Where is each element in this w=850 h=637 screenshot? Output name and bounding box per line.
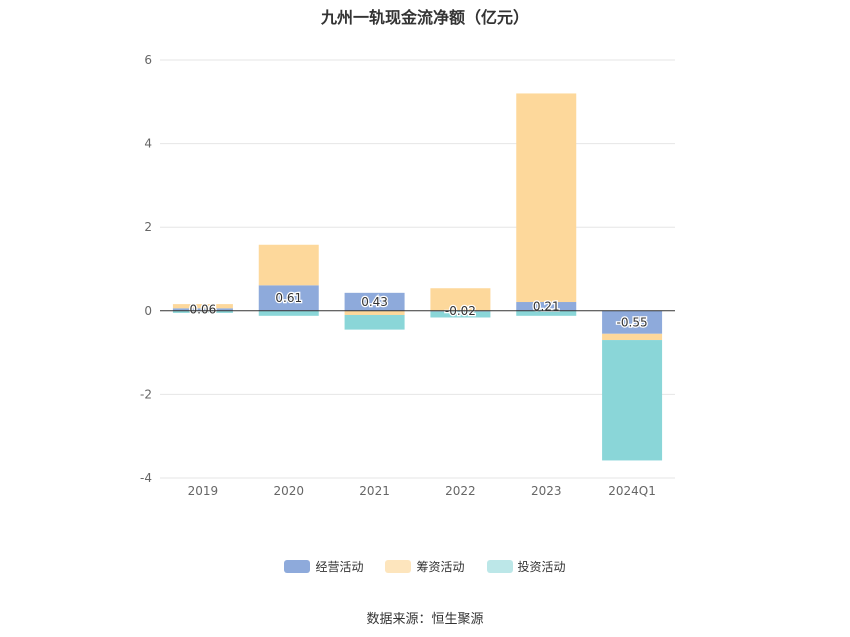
bar-2020-series-1[interactable] <box>258 244 319 286</box>
bar-2022-series-2[interactable] <box>430 311 491 318</box>
data-label-2021: 0.43 <box>361 295 388 309</box>
data-label-2024Q1: -0.55 <box>617 315 648 329</box>
bar-2021-series-0[interactable] <box>344 292 405 311</box>
bar-2019-series-2[interactable] <box>172 310 233 313</box>
bar-2024Q1-series-0[interactable] <box>602 310 663 334</box>
bar-2023-series-2[interactable] <box>516 310 577 316</box>
bar-2020-series-0[interactable] <box>258 285 319 311</box>
bar-2019-series-1[interactable] <box>172 304 233 309</box>
legend-label-operating: 经营活动 <box>315 560 364 574</box>
bar-2022-series-1[interactable] <box>430 288 491 311</box>
bar-2019-series-0[interactable] <box>172 308 233 311</box>
grid-lines <box>160 59 675 479</box>
x-tick-label: 2021 <box>359 484 390 498</box>
legend-item-financing[interactable]: 筹资活动 <box>385 558 465 575</box>
bar-2023-series-0[interactable] <box>516 302 577 311</box>
bar-2023-series-1[interactable] <box>516 93 577 303</box>
legend-swatch-financing <box>385 560 412 573</box>
bars <box>172 93 663 461</box>
y-tick-label: -2 <box>140 387 152 401</box>
x-axis: 2019 2020 2021 2022 2023 2024Q1 <box>160 477 675 498</box>
legend-label-investing: 投资活动 <box>517 560 566 574</box>
legend-item-investing[interactable]: 投资活动 <box>486 558 566 575</box>
bar-2021-series-1[interactable] <box>344 310 405 315</box>
legend-swatch-investing <box>486 560 513 573</box>
y-tick-label: 4 <box>144 137 152 151</box>
x-tick-label: 2022 <box>445 484 476 498</box>
legend-item-operating[interactable]: 经营活动 <box>284 558 363 575</box>
y-tick-label: 0 <box>144 304 152 318</box>
bar-2020-series-2[interactable] <box>258 310 319 316</box>
x-tick-label: 2019 <box>188 484 219 498</box>
legend-swatch-operating <box>284 560 311 573</box>
chart-title: 九州一轨现金流净额（亿元） <box>320 8 529 27</box>
data-labels: 0.060.61 0.43-0.02 0.21-0.55 <box>188 290 649 331</box>
x-tick-label: 2024Q1 <box>608 484 656 498</box>
y-tick-label: 6 <box>144 53 152 67</box>
data-label-2020: 0.61 <box>275 291 302 305</box>
data-label-2019: 0.06 <box>190 303 217 317</box>
legend: 经营活动 筹资活动 投资活动 <box>0 558 850 575</box>
x-tick-label: 2020 <box>273 484 304 498</box>
data-label-2023: 0.21 <box>533 299 560 313</box>
bar-2021-series-2[interactable] <box>344 314 405 330</box>
bar-2024Q1-series-2[interactable] <box>602 340 663 461</box>
x-tick-label: 2023 <box>531 484 562 498</box>
y-tick-label: 2 <box>144 220 152 234</box>
y-tick-label: -4 <box>140 471 152 485</box>
legend-label-financing: 筹资活动 <box>416 560 465 574</box>
bar-2024Q1-series-1[interactable] <box>602 333 663 341</box>
y-axis: -4 -2 0 2 4 6 <box>140 53 152 485</box>
cashflow-chart: -4 -2 0 2 4 6 2019 2020 2021 2022 2023 2024Q1 0.06… <box>140 53 675 498</box>
data-source: 数据来源：恒生聚源 <box>366 612 484 627</box>
